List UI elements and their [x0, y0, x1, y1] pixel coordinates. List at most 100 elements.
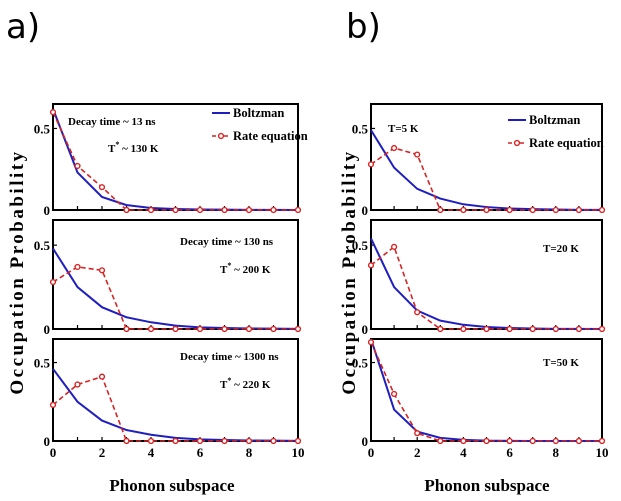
series-rate-equation-point: [391, 243, 398, 250]
legend: Boltzman Rate equation: [212, 106, 308, 143]
series-rate-equation-point: [414, 151, 421, 158]
series-rate-equation-point: [49, 109, 57, 116]
series-rate-equation-point: [414, 430, 421, 437]
subplot-a-0: 0 0.5 Decay time ~ 13 ns T* ~ 130 K Boltzman…: [34, 103, 308, 218]
subplot-b-0: 0 0.5 T=5 K Boltzman Rate equation: [352, 103, 606, 218]
y-tick-label: 0.5: [34, 238, 51, 253]
series-rate-equation-line: [370, 245, 602, 330]
series-rate-equation-point: [123, 437, 130, 445]
y-tick-label: 0: [44, 203, 51, 218]
series-rate-equation-point: [294, 206, 302, 214]
y-tick-label: 0: [362, 322, 369, 337]
series-rate-equation-point: [437, 206, 444, 214]
x-tick-label: 4: [460, 445, 467, 460]
series-rate-equation-point: [437, 325, 444, 333]
series-rate-equation-point: [245, 437, 253, 445]
series-rate-equation-point: [529, 437, 536, 445]
y-axis-label-a: Occupation Probability: [7, 149, 28, 394]
series-rate-equation-point: [294, 437, 302, 445]
y-tick-label: 0.5: [352, 356, 369, 371]
legend: Boltzman Rate equation: [508, 113, 604, 150]
x-axis-label-a: Phonon subspace: [109, 476, 235, 495]
series-rate-equation-point: [74, 263, 81, 271]
subplot-a-2: 0 2 4 6 8 10 0 0.5 Decay time ~ 1300 ns T* ~ 220 …: [34, 338, 305, 460]
series-rate-equation-point: [147, 437, 155, 445]
series-rate-equation-point: [367, 161, 375, 168]
x-tick-label: 2: [414, 445, 421, 460]
legend-boltzman-label: Boltzman: [529, 113, 580, 127]
series-rate-equation-point: [74, 381, 81, 388]
annotation: T=5 K: [388, 123, 419, 135]
series-rate-equation-point: [575, 325, 583, 333]
annotation: T=20 K: [543, 243, 579, 255]
series-rate-equation-point: [196, 325, 204, 333]
series-rate-equation-point: [98, 373, 106, 380]
annotation: T* ~ 200 K: [220, 261, 271, 276]
legend-rate-marker: [217, 132, 225, 140]
legend-rate-label: Rate equation: [529, 136, 604, 150]
x-tick-label: 4: [148, 445, 155, 460]
x-tick-label: 0: [368, 445, 375, 460]
series-rate-equation-point: [221, 325, 228, 333]
series-rate-equation-point: [270, 437, 277, 445]
series-rate-equation-line: [52, 375, 298, 442]
plots: 0 0.5 Decay time ~ 13 ns T* ~ 130 K Boltzman…: [34, 103, 609, 460]
series-rate-equation-point: [414, 309, 421, 316]
series-rate-equation-point: [74, 162, 81, 170]
series-rate-equation-point: [575, 437, 583, 445]
y-tick-label: 0: [44, 434, 51, 449]
series-rate-equation-point: [529, 206, 536, 214]
series-rate-equation-point: [147, 325, 155, 333]
series-rate-equation-point: [552, 437, 559, 445]
series-rate-equation-point: [123, 206, 130, 214]
series-rate-equation-point: [506, 437, 513, 445]
x-tick-label: 10: [292, 445, 305, 460]
subplot-a-1: 0 0.5 Decay time ~ 130 ns T* ~ 200 K: [34, 219, 302, 337]
series-rate-equation-point: [506, 206, 513, 214]
legend-rate-marker: [513, 139, 521, 147]
series-rate-equation-point: [98, 184, 106, 191]
series-rate-equation-point: [460, 437, 467, 445]
series-rate-equation-line: [370, 147, 602, 211]
series-rate-equation-point: [172, 437, 179, 445]
x-tick-label: 10: [596, 445, 609, 460]
y-tick-label: 0.5: [34, 121, 51, 136]
annotation: Decay time ~ 13 ns: [68, 116, 156, 128]
y-tick-label: 0: [44, 322, 51, 337]
series-rate-equation-point: [575, 206, 583, 214]
y-tick-label: 0.5: [34, 356, 51, 371]
series-rate-equation-point: [437, 437, 444, 445]
x-tick-label: 8: [553, 445, 560, 460]
x-tick-label: 2: [99, 445, 106, 460]
series-rate-equation-point: [391, 144, 398, 152]
y-tick-label: 0.5: [352, 121, 369, 136]
series-rate-equation-point: [460, 206, 467, 214]
series-rate-equation-point: [172, 325, 179, 333]
panel-label-b: b): [346, 7, 381, 47]
annotation: Decay time ~ 1300 ns: [180, 351, 279, 363]
series-rate-equation-point: [49, 278, 57, 286]
annotation: T* ~ 220 K: [220, 376, 271, 391]
x-tick-label: 6: [197, 445, 204, 460]
series-rate-equation-point: [552, 206, 559, 214]
series-rate-equation-point: [529, 325, 536, 333]
y-tick-label: 0: [362, 434, 369, 449]
axes-frame: [370, 219, 603, 330]
series-rate-equation-point: [483, 206, 490, 214]
series-rate-equation-point: [49, 401, 57, 409]
series-rate-equation-point: [196, 437, 204, 445]
y-tick-label: 0: [362, 203, 369, 218]
series-boltzman-line: [52, 247, 299, 330]
annotation: T* ~ 130 K: [108, 140, 159, 155]
series-rate-equation-point: [245, 206, 253, 214]
y-axis-label-b: Occupation Probability: [339, 149, 360, 394]
series-rate-equation-point: [172, 206, 179, 214]
series-rate-equation-point: [460, 325, 467, 333]
x-tick-label: 8: [246, 445, 253, 460]
series-rate-equation-point: [221, 437, 228, 445]
x-tick-label: 0: [50, 445, 57, 460]
series-rate-equation-point: [270, 325, 277, 333]
series-rate-equation-point: [98, 267, 106, 274]
x-tick-label: 6: [506, 445, 513, 460]
